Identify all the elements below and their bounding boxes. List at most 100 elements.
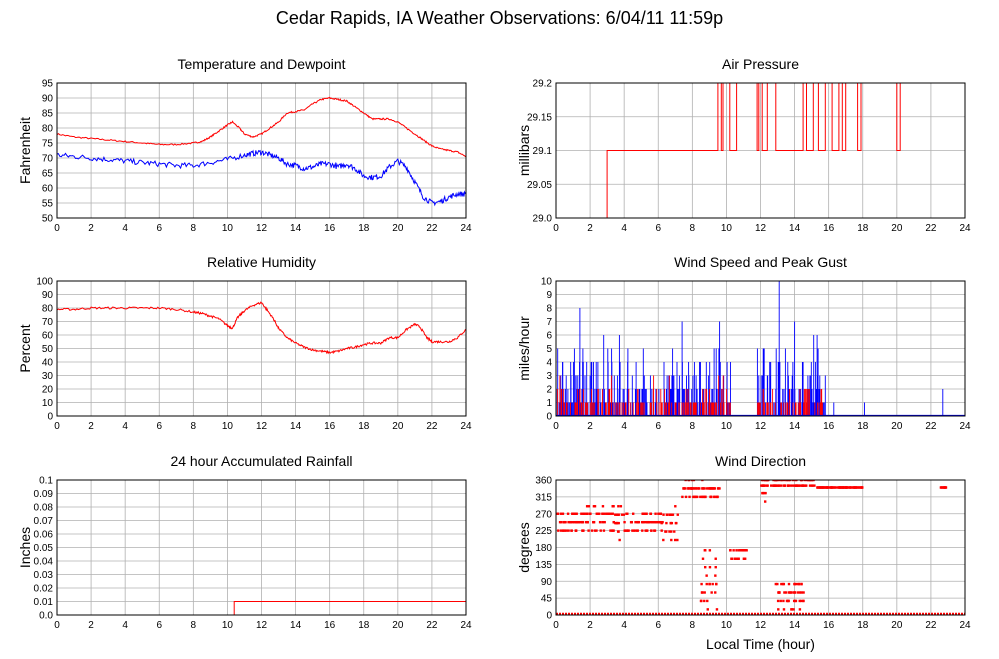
direction-point: [772, 480, 775, 482]
direction-ytick-label: 180: [535, 543, 552, 554]
direction-point: [565, 529, 568, 532]
direction-point: [701, 480, 704, 482]
humidity-ytick-label: 40: [42, 358, 54, 369]
humidity-ytick-label: 20: [42, 385, 54, 396]
direction-point: [605, 512, 609, 515]
direction-point: [776, 582, 779, 586]
direction-point: [570, 529, 573, 532]
rain-xtick-label: 12: [256, 620, 268, 631]
direction-point: [704, 495, 707, 499]
wind-ytick-label: 10: [541, 277, 553, 288]
direction-point: [795, 480, 798, 482]
direction-point: [715, 495, 718, 499]
pressure-title: Air Pressure: [722, 56, 799, 72]
direction-point: [717, 487, 720, 490]
direction-ytick-label: 45: [541, 594, 553, 605]
direction-point: [826, 486, 829, 489]
humidity-ytick-label: 30: [42, 371, 54, 382]
direction-point: [701, 495, 705, 499]
direction-point: [787, 480, 790, 482]
direction-point: [694, 487, 698, 490]
rain-xtick-label: 4: [122, 620, 128, 631]
direction-point: [647, 520, 650, 524]
direction-point: [670, 538, 673, 542]
temp-xtick-label: 20: [392, 223, 404, 234]
pressure-ytick-label: 29.05: [527, 180, 552, 191]
direction-point: [690, 487, 693, 490]
direction-point: [780, 484, 783, 487]
pressure-xtick-label: 2: [587, 223, 593, 234]
pressure-ytick-label: 29.2: [533, 79, 553, 90]
direction-point: [800, 582, 803, 586]
temp-ytick-label: 55: [42, 199, 54, 210]
direction-point: [627, 529, 630, 532]
direction-point: [636, 520, 639, 524]
direction-point: [816, 486, 820, 489]
direction-ytick-label: 90: [541, 577, 553, 588]
direction-point: [660, 529, 663, 532]
direction-point: [571, 512, 574, 515]
direction-point: [595, 529, 598, 532]
direction-point: [708, 582, 711, 586]
direction-point: [658, 520, 662, 524]
direction-point: [780, 582, 783, 586]
direction-point: [772, 484, 776, 487]
humidity-title: Relative Humidity: [207, 254, 316, 270]
humidity-ylabel: Percent: [17, 324, 33, 372]
direction-point: [791, 480, 795, 482]
wind-xtick-label: 12: [755, 421, 767, 432]
direction-point: [617, 521, 620, 525]
direction-point: [631, 529, 634, 532]
direction-point: [611, 529, 615, 532]
rain-ylabel: Inches: [17, 527, 33, 568]
direction-point: [616, 513, 619, 516]
pressure-xtick-label: 14: [789, 223, 801, 234]
rain-xtick-label: 8: [191, 620, 197, 631]
direction-point: [598, 512, 601, 515]
direction-point: [823, 486, 826, 489]
direction-point: [701, 557, 705, 560]
direction-point: [620, 513, 624, 516]
direction-point: [710, 591, 713, 594]
direction-point: [782, 599, 785, 603]
direction-ytick-label: 270: [535, 509, 552, 520]
direction-xtick-label: 10: [721, 620, 733, 631]
humidity-xtick-label: 8: [191, 421, 197, 432]
direction-point: [791, 484, 794, 487]
direction-point: [830, 486, 834, 489]
pressure-frame: [555, 82, 966, 219]
direction-point: [766, 480, 769, 482]
direction-point: [708, 565, 712, 569]
direction-point: [760, 484, 763, 487]
direction-point: [855, 486, 859, 489]
temp-xtick-label: 12: [256, 223, 268, 234]
direction-point: [813, 484, 816, 487]
direction-point: [708, 549, 712, 552]
humidity-ytick-label: 0: [47, 412, 53, 423]
rain-ytick-label: 0.01: [34, 597, 54, 608]
direction-point: [763, 480, 767, 482]
direction-point: [794, 591, 797, 594]
temp-ylabel: Fahrenheit: [17, 117, 33, 184]
direction-point: [617, 505, 620, 508]
direction-point: [625, 529, 628, 532]
temp-xtick-label: 8: [191, 223, 197, 234]
direction-point: [777, 480, 781, 482]
direction-point: [779, 599, 782, 603]
direction-point: [690, 480, 694, 482]
direction-point: [714, 582, 718, 586]
direction-point: [792, 608, 795, 611]
direction-point: [699, 599, 703, 603]
direction-point: [604, 512, 607, 515]
direction-point: [810, 484, 814, 487]
direction-point: [714, 557, 717, 560]
direction-point: [761, 491, 764, 495]
direction-point: [730, 557, 734, 560]
rain-ytick-label: 0.05: [34, 543, 54, 554]
direction-point: [795, 484, 798, 487]
direction-point: [852, 486, 855, 489]
temp-ytick-label: 95: [42, 79, 54, 90]
direction-point: [602, 529, 606, 532]
direction-point: [698, 487, 701, 490]
